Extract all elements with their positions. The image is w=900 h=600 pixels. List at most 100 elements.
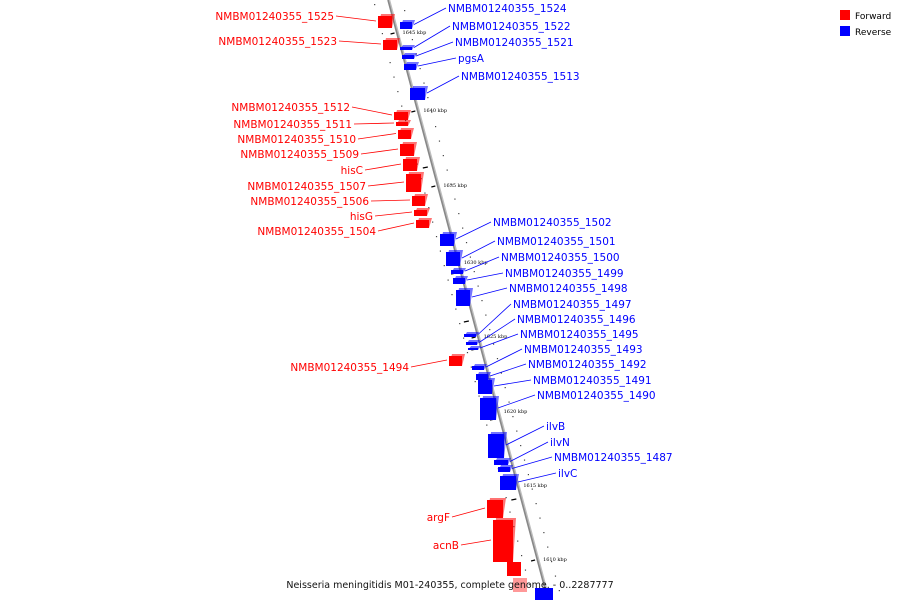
gene-nmbm01240355-1521[interactable]: NMBM01240355_1521 (402, 37, 574, 59)
gene-ilvb[interactable]: ilvB (488, 421, 565, 458)
gene-label[interactable]: NMBM01240355_1521 (455, 37, 574, 49)
gene-label[interactable]: NMBM01240355_1491 (533, 375, 652, 387)
gene-label[interactable]: NMBM01240355_1506 (250, 196, 369, 208)
gene-ilvn[interactable]: ilvN (494, 437, 570, 465)
gene-nmbm01240355-1509[interactable]: NMBM01240355_1509 (240, 142, 417, 161)
gene-label[interactable]: NMBM01240355_1512 (231, 102, 350, 114)
gene-label[interactable]: ilvB (546, 421, 565, 433)
gene-nmbm01240355-1506[interactable]: NMBM01240355_1506 (250, 194, 428, 208)
gene-block (410, 88, 425, 100)
gene-nmbm01240355-1504[interactable]: NMBM01240355_1504 (257, 218, 432, 238)
guide-dot (455, 308, 457, 310)
gene-label[interactable]: NMBM01240355_1513 (461, 71, 580, 83)
guide-dot (454, 198, 456, 200)
gene-nmbm01240355-1525[interactable]: NMBM01240355_1525 (215, 11, 395, 28)
gene-label[interactable]: NMBM01240355_1487 (554, 452, 673, 464)
genes-layer: NMBM01240355_1525 NMBM01240355_1524 NMBM01… (215, 3, 673, 600)
gene-nmbm01240355-1513[interactable]: NMBM01240355_1513 (410, 71, 580, 100)
gene-label[interactable]: NMBM01240355_1525 (215, 11, 334, 23)
gene-nmbm01240355-1494[interactable]: NMBM01240355_1494 (290, 354, 465, 374)
gene-nmbm01240355-1524[interactable]: NMBM01240355_1524 (400, 3, 567, 29)
guide-dot (531, 488, 533, 490)
kbp-tick-label: 1620 kbp (504, 409, 528, 415)
gene-block (453, 278, 465, 284)
gene-ilvc[interactable]: ilvC (500, 468, 577, 490)
gene-label[interactable]: argF (427, 512, 450, 524)
gene-label[interactable]: NMBM01240355_1492 (528, 359, 647, 371)
gene-label[interactable]: NMBM01240355_1504 (257, 226, 376, 238)
gene-leader-line (485, 348, 523, 368)
gene-block (398, 130, 411, 139)
gene-nmbm01240355-1493[interactable]: NMBM01240355_1493 (472, 344, 643, 370)
gene-nmbm01240355-1496[interactable]: NMBM01240355_1496 (466, 314, 636, 345)
gene-block (480, 398, 496, 420)
gene-nmbm01240355-1507[interactable]: NMBM01240355_1507 (247, 172, 424, 193)
gene-label[interactable]: NMBM01240355_1496 (517, 314, 636, 326)
gene-label[interactable]: pgsA (458, 53, 485, 65)
gene-nmbm01240355-1491[interactable]: NMBM01240355_1491 (478, 375, 652, 394)
gene-block (488, 434, 504, 458)
gene-label[interactable]: NMBM01240355_1490 (537, 390, 656, 402)
gene-nmbm01240355-1500[interactable]: NMBM01240355_1500 (451, 252, 620, 274)
gene-label[interactable]: ilvC (558, 468, 577, 480)
gene-nmbm01240355-1497[interactable]: NMBM01240355_1497 (464, 299, 632, 337)
gene-label[interactable]: NMBM01240355_1497 (513, 299, 632, 311)
guide-dot (465, 242, 468, 244)
gene-argf[interactable]: argF (427, 498, 506, 524)
gene-label[interactable]: NMBM01240355_1522 (452, 21, 571, 33)
gene-nmbm01240355-1499[interactable]: NMBM01240355_1499 (453, 268, 624, 284)
gene-label[interactable]: hisG (350, 211, 373, 223)
gene-leader-line (460, 539, 492, 546)
gene-block (402, 55, 414, 59)
gene-hisg[interactable]: hisG (350, 208, 430, 223)
gene-hisc[interactable]: hisC (341, 157, 420, 177)
gene-block (500, 476, 516, 490)
gene-nmbm01240355-1502[interactable]: NMBM01240355_1502 (440, 217, 612, 246)
gene-label[interactable]: NMBM01240355_1500 (501, 252, 620, 264)
gene-label[interactable]: NMBM01240355_1509 (240, 149, 359, 161)
kbp-tick-mark (411, 110, 416, 113)
guide-dot (558, 590, 560, 592)
gene-label[interactable]: NMBM01240355_1493 (524, 344, 643, 356)
gene-block (466, 342, 477, 345)
gene-pgsa[interactable]: pgsA (404, 53, 485, 70)
guide-dot (496, 358, 499, 360)
gene-nmbm01240355-1498[interactable]: NMBM01240355_1498 (456, 283, 628, 306)
gene-label[interactable]: ilvN (550, 437, 570, 449)
guide-dot (447, 279, 449, 281)
gene-label[interactable]: NMBM01240355_1499 (505, 268, 624, 280)
gene-nmbm01240355-1501[interactable]: NMBM01240355_1501 (446, 236, 616, 266)
gene-nmbm01240355-1490[interactable]: NMBM01240355_1490 (480, 390, 656, 420)
gene-nmbm01240355-1487[interactable]: NMBM01240355_1487 (498, 452, 673, 472)
gene-block (494, 460, 508, 465)
guide-dot (486, 424, 488, 426)
gene-nmbm01240355-1510[interactable]: NMBM01240355_1510 (237, 128, 414, 146)
minor-tick-mark (511, 498, 517, 501)
gene-label[interactable]: NMBM01240355_1524 (448, 3, 567, 15)
gene-label[interactable]: acnB (433, 540, 459, 552)
guide-dot (505, 497, 507, 499)
gene-label[interactable]: NMBM01240355_1507 (247, 181, 366, 193)
gene-block (456, 290, 470, 306)
gene-label[interactable]: NMBM01240355_1502 (493, 217, 612, 229)
gene-nmbm01240355-1495[interactable]: NMBM01240355_1495 (468, 329, 639, 350)
gene-label[interactable]: NMBM01240355_1495 (520, 329, 639, 341)
gene-block (446, 252, 460, 266)
gene-block (451, 270, 463, 274)
gene-nmbm01240355-1511[interactable]: NMBM01240355_1511 (233, 119, 411, 131)
gene-label[interactable]: NMBM01240355_1510 (237, 134, 356, 146)
gene-label[interactable]: NMBM01240355_1501 (497, 236, 616, 248)
guide-dot (466, 352, 469, 354)
gene-acnb[interactable]: acnB (433, 518, 516, 562)
gene-label[interactable]: NMBM01240355_1511 (233, 119, 352, 131)
gene-nmbm01240355-1522[interactable]: NMBM01240355_1522 (400, 21, 571, 50)
gene-leader-line (377, 222, 415, 232)
gene-label[interactable]: NMBM01240355_1523 (218, 36, 337, 48)
gene-label[interactable]: hisC (341, 165, 363, 177)
guide-dot (500, 372, 502, 374)
gene-label[interactable]: NMBM01240355_1498 (509, 283, 628, 295)
guide-dot (469, 256, 471, 258)
gene-nmbm01240355-1523[interactable]: NMBM01240355_1523 (218, 36, 400, 50)
gene-label[interactable]: NMBM01240355_1494 (290, 362, 409, 374)
gene-nmbm01240355-1512[interactable]: NMBM01240355_1512 (231, 102, 411, 120)
